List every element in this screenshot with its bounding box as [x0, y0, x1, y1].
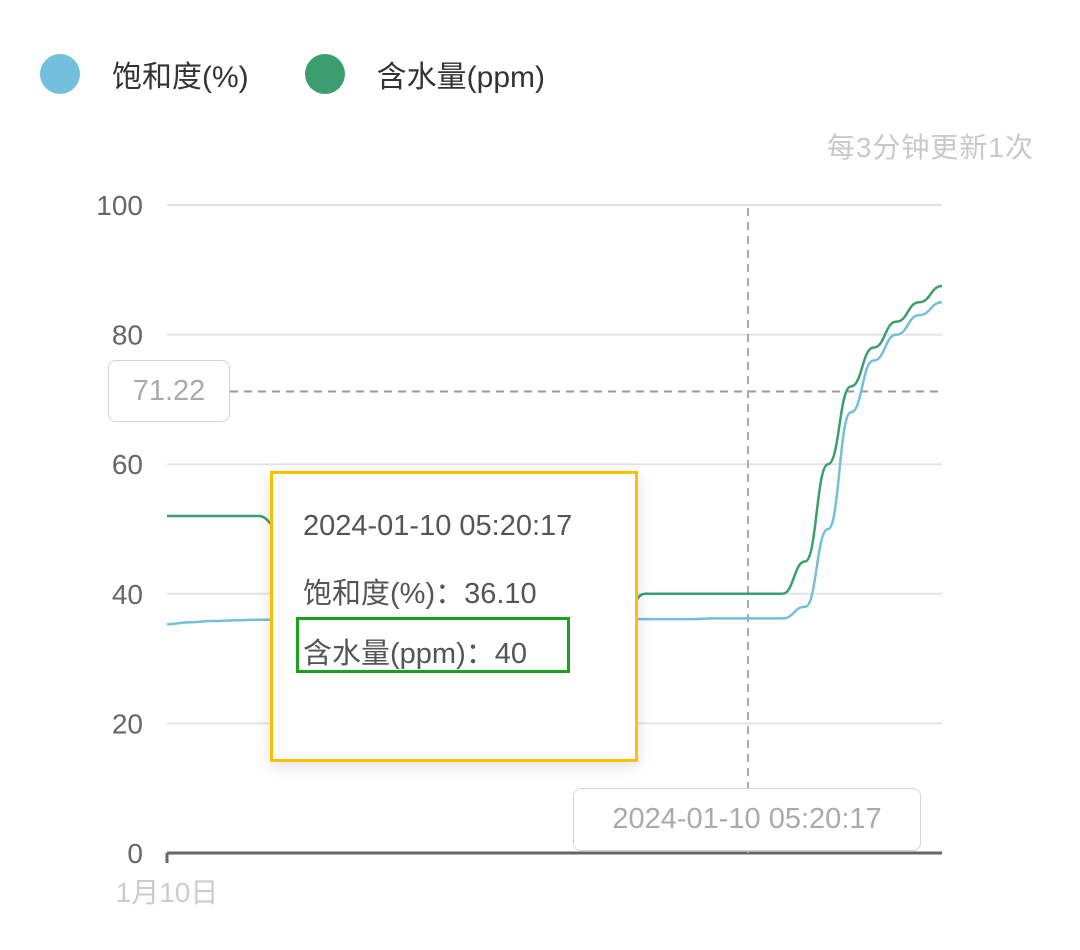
tooltip-saturation: 饱和度(%)：36.10	[303, 578, 537, 610]
tooltip: 2024-01-10 05:20:17 饱和度(%)：36.10 含水量(ppm…	[270, 471, 638, 762]
tooltip-water: 含水量(ppm)：40	[303, 638, 527, 670]
y-tick-label: 0	[127, 838, 143, 869]
legend-item-saturation[interactable]: 饱和度(%)	[40, 52, 249, 96]
legend-label: 含水量(ppm)	[376, 61, 545, 94]
y-tick-label: 40	[112, 579, 143, 610]
x-tick-label: 1月10日	[116, 877, 219, 908]
y-tick-label: 80	[112, 320, 143, 351]
legend-label: 饱和度(%)	[112, 61, 249, 94]
update-note: 每3分钟更新1次	[826, 132, 1034, 163]
legend-item-water[interactable]: 含水量(ppm)	[304, 52, 545, 96]
legend: 饱和度(%) 含水量(ppm)	[40, 52, 601, 96]
crosshair-y-label: 71.22	[108, 360, 230, 422]
legend-dot-icon	[40, 54, 80, 94]
tooltip-time: 2024-01-10 05:20:17	[303, 510, 573, 542]
tooltip-highlight-box	[296, 617, 570, 673]
y-tick-label: 20	[112, 708, 143, 739]
y-tick-label: 100	[96, 190, 143, 221]
crosshair-x-label: 2024-01-10 05:20:17	[573, 788, 921, 851]
legend-dot-icon	[304, 54, 345, 94]
y-tick-label: 60	[112, 449, 143, 480]
